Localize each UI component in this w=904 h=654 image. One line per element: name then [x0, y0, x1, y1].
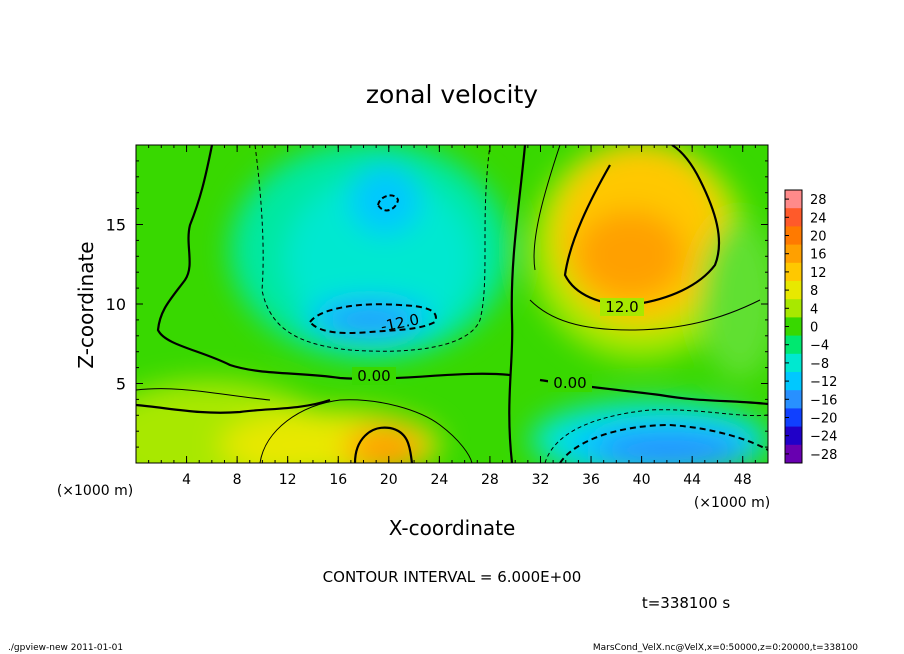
colorbar-label: 24: [810, 211, 827, 226]
colorbar-segment: [785, 390, 802, 409]
colorbar-segment: [785, 281, 802, 300]
colorbar-label: −8: [810, 357, 829, 372]
colorbar-segment: [785, 408, 802, 428]
y-axis: 5 10 15: [106, 160, 768, 448]
x-tick-label: 32: [532, 472, 550, 488]
colorbar-segment: [785, 335, 802, 355]
x-tick-label: 28: [481, 472, 499, 488]
x-tick-label: 12: [279, 472, 297, 488]
x-tick-label: 36: [582, 472, 600, 488]
plot-area: 0.00 0.00 12.0 -12.0: [136, 145, 768, 463]
contour-label: 0.00: [553, 374, 586, 392]
colorbar-segment: [785, 317, 802, 337]
colorbar-label: −28: [810, 448, 837, 463]
colorbar-label: 20: [810, 230, 827, 245]
contour-label: 12.0: [605, 298, 638, 316]
colorbar-segment: [785, 262, 802, 282]
x-tick-label: 40: [633, 472, 651, 488]
x-tick-label: 16: [329, 472, 347, 488]
colorbar-label: −24: [810, 430, 837, 445]
x-tick-label: 20: [380, 472, 398, 488]
x-tick-label: 4: [182, 472, 191, 488]
colorbar-label: −20: [810, 412, 837, 427]
colorbar-segment: [785, 444, 802, 464]
x-tick-label: 8: [233, 472, 242, 488]
colorbar-segment: [785, 372, 802, 391]
chart-title: zonal velocity: [366, 80, 538, 109]
colorbar-label: 28: [810, 193, 827, 208]
x-axis: 4 8 12 16 20 24 28 32 36 40 44 48: [148, 145, 756, 488]
x-axis-label: X-coordinate: [389, 516, 516, 540]
time-label: t=338100 s: [642, 594, 730, 612]
colorbar-label: 0: [810, 321, 818, 336]
colorbar-segment: [785, 244, 802, 264]
y-tick-label: 5: [116, 375, 126, 394]
colorbar-label: 16: [810, 248, 827, 263]
y-tick-label: 10: [106, 295, 126, 314]
colorbar-segment: [785, 226, 802, 246]
colorbar-label: −12: [810, 375, 837, 390]
colorbar-label: −16: [810, 393, 837, 408]
colorbar-label: 8: [810, 284, 818, 299]
colorbar-label: 4: [810, 302, 818, 317]
contour-zero-middle: [508, 145, 527, 463]
y-tick-label: 15: [106, 216, 126, 235]
x-tick-label: 24: [430, 472, 448, 488]
contour-label: 0.00: [357, 367, 390, 385]
colorbar-label: 12: [810, 266, 827, 281]
colorbar: 28 24 20 16 12 8 4 0 −4 −8 −12 −16 −20 −24 −28: [784, 189, 837, 464]
y-axis-label: Z-coordinate: [74, 241, 98, 368]
x-unit-label: (×1000 m): [694, 495, 770, 511]
x-tick-label: 48: [734, 472, 752, 488]
contour-labels: 0.00 0.00 12.0 -12.0: [352, 298, 644, 392]
contour-plus12: [563, 145, 721, 307]
x-tick-label: 44: [683, 472, 701, 488]
contour-interval-label: CONTOUR INTERVAL = 6.000E+00: [323, 568, 582, 586]
colorbar-segment: [785, 190, 802, 209]
contour-minus12: [308, 303, 437, 334]
colorbar-segment: [785, 426, 802, 446]
colorbar-segment: [785, 208, 802, 227]
footer-left: ./gpview-new 2011-01-01: [8, 643, 123, 653]
x-unit-label-left: (×1000 m): [57, 483, 133, 499]
footer-right: MarsCond_VelX.nc@VelX,x=0:50000,z=0:2000…: [593, 643, 858, 653]
colorbar-segment: [785, 353, 802, 373]
colorbar-segment: [785, 299, 802, 318]
colorbar-label: −4: [810, 339, 829, 354]
